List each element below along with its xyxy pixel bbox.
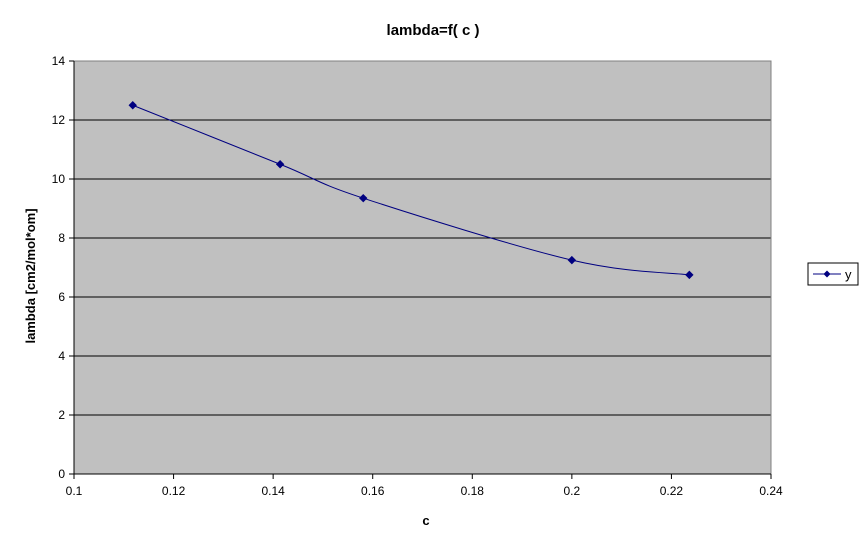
tick-labels: 0 2 4 6 8 10 12 14 0.1 0.12 0.14 0.16 0.18 0.2 0.22 0.2… xyxy=(52,54,783,498)
x-tick-label-7: 0.24 xyxy=(759,484,783,498)
data-point-1 xyxy=(275,160,285,169)
legend: y xyxy=(807,262,859,286)
x-axis-label: c xyxy=(422,513,429,528)
x-tick-label-4: 0.18 xyxy=(461,484,485,498)
data-point-2 xyxy=(359,193,368,203)
y-tick-label-3: 6 xyxy=(58,290,65,304)
y-tick-label-2: 4 xyxy=(58,349,65,363)
y-axis-label: lambda [cm2/mol*om] xyxy=(23,208,38,343)
legend-marker xyxy=(823,270,831,278)
y-tick-label-1: 2 xyxy=(58,408,65,422)
legend-entry-y: y xyxy=(845,267,852,282)
series-line-0 xyxy=(132,104,690,276)
data-point-0 xyxy=(128,101,137,110)
x-tick-label-5: 0.2 xyxy=(564,484,581,498)
y-tick-label-0: 0 xyxy=(58,467,65,481)
chart-title: lambda=f( c ) xyxy=(387,22,480,39)
data-point-3 xyxy=(567,255,577,265)
plot-area xyxy=(74,61,771,474)
y-tick-label-5: 10 xyxy=(52,172,66,186)
y-tick-label-6: 12 xyxy=(52,113,66,127)
y-tick-label-7: 14 xyxy=(52,54,66,68)
axes xyxy=(69,60,772,479)
x-tick-label-2: 0.14 xyxy=(261,484,285,498)
x-tick-label-1: 0.12 xyxy=(162,484,186,498)
data-point-4 xyxy=(685,270,694,280)
y-tick-label-4: 8 xyxy=(58,231,65,245)
series-layer xyxy=(128,101,694,280)
x-tick-label-0: 0.1 xyxy=(66,484,83,498)
x-tick-label-3: 0.16 xyxy=(361,484,385,498)
gridlines xyxy=(74,60,771,475)
x-tick-label-6: 0.22 xyxy=(660,484,684,498)
